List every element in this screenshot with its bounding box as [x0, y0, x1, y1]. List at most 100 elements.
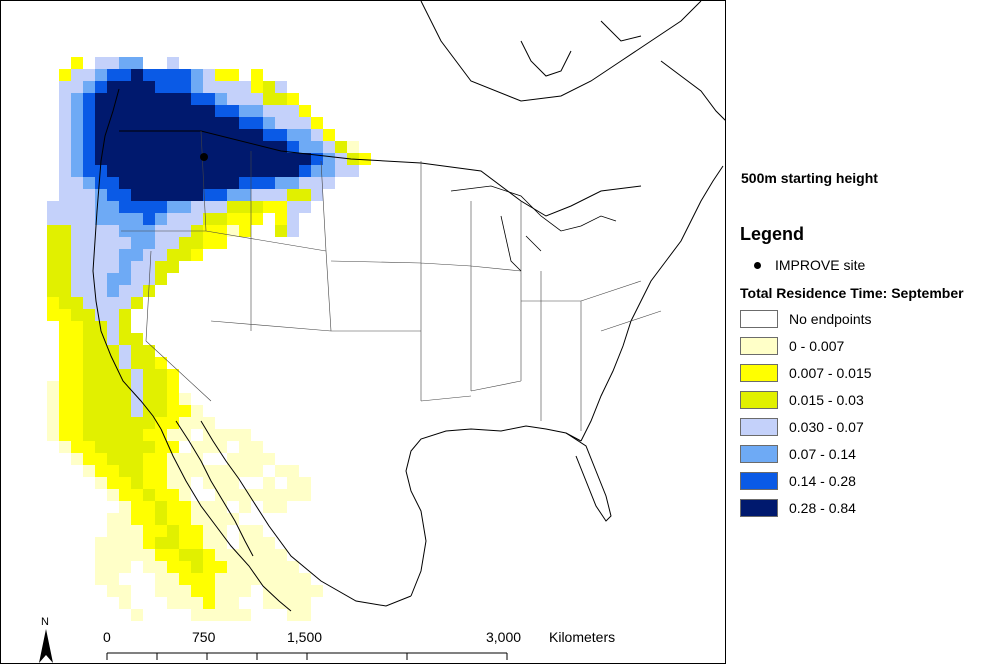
residence-cell: [95, 321, 107, 333]
residence-cell: [59, 381, 71, 393]
east-coast: [580, 165, 724, 442]
residence-cell: [119, 393, 131, 405]
residence-cell: [107, 405, 119, 417]
legend-label: 0 - 0.007: [789, 338, 845, 354]
residence-cell: [263, 597, 275, 609]
residence-cell: [119, 489, 131, 501]
residence-cell: [83, 321, 95, 333]
residence-cell: [179, 93, 191, 105]
residence-cell: [203, 549, 215, 561]
residence-cell: [263, 501, 275, 513]
residence-cell: [95, 357, 107, 369]
residence-cell: [215, 597, 227, 609]
residence-cell: [59, 369, 71, 381]
residence-time-title: Total Residence Time: September: [740, 285, 964, 301]
residence-cell: [119, 201, 131, 213]
residence-cell: [215, 561, 227, 573]
residence-cell: [107, 417, 119, 429]
residence-cell: [179, 489, 191, 501]
residence-cell: [143, 345, 155, 357]
hudson-bay: [420, 1, 702, 102]
residence-cell: [191, 513, 203, 525]
residence-cell: [179, 153, 191, 165]
residence-cell: [71, 177, 83, 189]
residence-cell: [59, 273, 71, 285]
residence-cell: [95, 417, 107, 429]
residence-cell: [167, 117, 179, 129]
residence-cell: [263, 477, 275, 489]
residence-cell: [155, 93, 167, 105]
residence-cell: [251, 153, 263, 165]
residence-cell: [71, 309, 83, 321]
residence-cell: [95, 273, 107, 285]
residence-cell: [299, 189, 311, 201]
residence-cell: [47, 213, 59, 225]
map-frame[interactable]: N 0 750 1,500 3,000 Kilometers: [0, 0, 726, 664]
residence-cell: [203, 213, 215, 225]
residence-cell: [71, 381, 83, 393]
legend-label: 0.007 - 0.015: [789, 365, 872, 381]
residence-cell: [215, 201, 227, 213]
residence-cell: [275, 561, 287, 573]
residence-cell: [311, 153, 323, 165]
residence-cell: [47, 249, 59, 261]
residence-cell: [323, 177, 335, 189]
residence-cell: [95, 477, 107, 489]
residence-cell: [215, 513, 227, 525]
residence-cell: [155, 465, 167, 477]
residence-cell: [59, 249, 71, 261]
residence-cell: [107, 453, 119, 465]
residence-cell: [83, 309, 95, 321]
residence-cell: [131, 117, 143, 129]
scale-tick-750: 750: [192, 629, 216, 645]
residence-cell: [83, 93, 95, 105]
residence-cell: [251, 165, 263, 177]
residence-cell: [155, 177, 167, 189]
residence-cell: [119, 141, 131, 153]
residence-cell: [275, 585, 287, 597]
residence-cell: [83, 69, 95, 81]
residence-cell: [179, 513, 191, 525]
residence-cell: [155, 105, 167, 117]
residence-cell: [71, 117, 83, 129]
residence-cell: [203, 105, 215, 117]
residence-cell: [119, 441, 131, 453]
residence-cell: [167, 405, 179, 417]
residence-cell: [179, 477, 191, 489]
residence-cell: [167, 477, 179, 489]
residence-cell: [119, 285, 131, 297]
scale-bar: [106, 652, 508, 660]
residence-cell: [59, 333, 71, 345]
residence-cell: [131, 405, 143, 417]
residence-cell: [191, 237, 203, 249]
residence-cell: [143, 357, 155, 369]
residence-cell: [335, 165, 347, 177]
residence-cell: [239, 429, 251, 441]
residence-cell: [107, 573, 119, 585]
residence-cell: [107, 537, 119, 549]
residence-cell: [299, 141, 311, 153]
residence-cell: [227, 93, 239, 105]
residence-cell: [275, 189, 287, 201]
residence-cell: [107, 153, 119, 165]
residence-cell: [263, 573, 275, 585]
residence-cell: [119, 333, 131, 345]
residence-cell: [191, 165, 203, 177]
residence-cell: [203, 177, 215, 189]
residence-cell: [299, 201, 311, 213]
residence-cell: [83, 333, 95, 345]
residence-cell: [143, 93, 155, 105]
residence-cell: [167, 129, 179, 141]
residence-cell: [239, 93, 251, 105]
residence-cell: [227, 573, 239, 585]
improve-site-marker[interactable]: [200, 153, 208, 161]
residence-cell: [71, 189, 83, 201]
residence-cell: [203, 477, 215, 489]
residence-cell: [239, 537, 251, 549]
residence-cell: [167, 573, 179, 585]
legend-label: 0.015 - 0.03: [789, 392, 864, 408]
residence-cell: [59, 429, 71, 441]
residence-cell: [191, 213, 203, 225]
residence-cell: [323, 129, 335, 141]
residence-time-map[interactable]: N: [1, 1, 726, 664]
